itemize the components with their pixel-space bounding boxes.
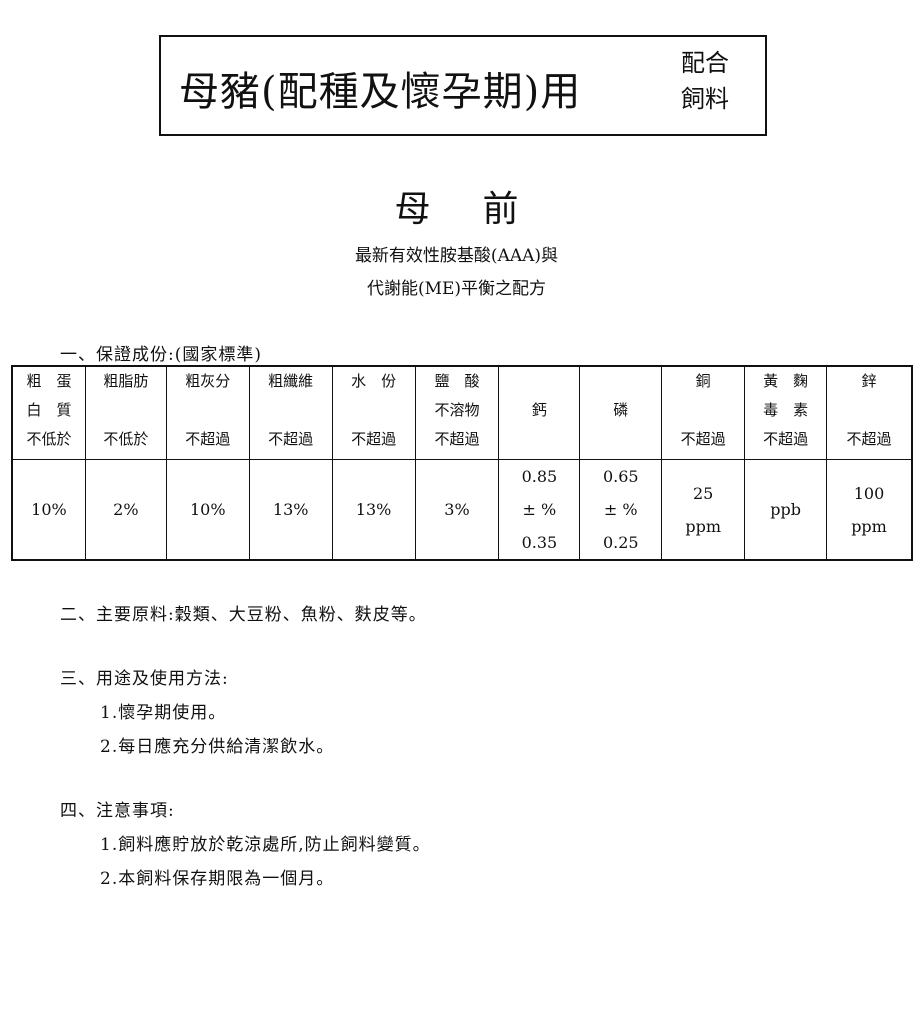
header-text: 鹽 酸 (434, 372, 480, 390)
title-box: 母豬(配種及懷孕期)用 配合 飼料 (159, 35, 767, 136)
header-text: 白 質 (26, 401, 72, 419)
header-text: 不超過 (351, 430, 397, 448)
product-type-line: 配合 (681, 49, 729, 77)
value-text: ppm (851, 516, 887, 536)
tagline-line-2: 代謝能(ME)平衡之配方 (366, 279, 547, 299)
usage-item: 2.每日應充分供給清潔飲水。 (100, 737, 335, 757)
value-cell: ppb (744, 459, 828, 561)
value-text: 0.65 (602, 467, 639, 486)
header-text: 粗脂肪 (103, 372, 149, 390)
header-text: 不超過 (680, 430, 726, 448)
header-cell: 粗纖維 不超過 (248, 365, 333, 460)
header-cell: 磷 (579, 365, 663, 460)
subtitle: 母前 (0, 180, 913, 232)
header-text (580, 367, 661, 396)
header-text: 粗 蛋 (26, 372, 72, 390)
header-text: 黃 麴 (763, 372, 809, 390)
section-usage: 三、用途及使用方法: (60, 669, 229, 689)
subtitle-char: 前 (482, 189, 519, 230)
header-text: 粗纖維 (268, 372, 314, 390)
header-text: 粗灰分 (185, 372, 231, 390)
header-text (250, 396, 332, 425)
note-item: 2.本飼料保存期限為一個月。 (100, 869, 335, 889)
value-text: 10% (31, 500, 67, 519)
value-cell: 13% (331, 459, 416, 561)
header-text (662, 396, 744, 425)
header-text: 不超過 (434, 430, 480, 448)
value-text: 2% (113, 500, 139, 519)
value-text: ± % (522, 500, 557, 519)
value-text: 10% (189, 500, 226, 519)
header-cell: 粗灰分 不超過 (165, 365, 250, 460)
value-text: 13% (355, 500, 392, 519)
value-cell: 0.85 ± % 0.35 (498, 459, 581, 561)
header-text (333, 396, 415, 425)
table-header-row: 粗 蛋白 質不低於 粗脂肪 不低於 粗灰分 不超過 粗纖維 不超過水 份不超過鹽 酸不溶物不… (11, 365, 913, 460)
header-cell: 鹽 酸不溶物 不超過 (414, 365, 500, 460)
header-text: 銅 (695, 372, 711, 390)
value-text: 0.85 (521, 467, 558, 486)
value-text: 0.25 (602, 533, 639, 552)
header-text: 不低於 (26, 430, 72, 448)
section-main-ingredients: 二、主要原料:穀類、大豆粉、魚粉、麩皮等。 (60, 605, 427, 625)
tagline-line-1: 最新有效性胺基酸(AAA)與 (354, 246, 559, 266)
header-text: 不超過 (268, 430, 314, 448)
header-text: 不低於 (103, 430, 149, 448)
value-cell: 10% (165, 459, 250, 561)
subtitle-char: 母 (394, 189, 431, 230)
header-text: 鋅 (861, 372, 877, 390)
product-title: 母豬(配種及懷孕期)用 (179, 69, 582, 115)
header-cell: 粗 蛋白 質不低於 (11, 365, 86, 460)
usage-item: 1.懷孕期使用。 (100, 703, 227, 723)
value-text: ppb (770, 500, 801, 519)
table-row: 10% 2% 10% 13% 13% 3% 0.85 ± % 0.35 0.65 ± % 0.25 25… (11, 459, 913, 561)
header-cell: 鈣 (498, 365, 581, 460)
header-text: 不超過 (185, 430, 231, 448)
value-cell: 3% (414, 459, 500, 561)
value-cell: 10% (11, 459, 86, 561)
header-text: 毒 素 (763, 401, 809, 419)
composition-table: 粗 蛋白 質不低於 粗脂肪 不低於 粗灰分 不超過 粗纖維 不超過水 份不超過鹽 酸不溶物不… (11, 365, 913, 561)
header-text (499, 425, 579, 454)
header-text (167, 396, 249, 425)
value-text: ppm (685, 516, 722, 536)
header-text: 磷 (613, 401, 629, 419)
product-type-line: 飼料 (681, 85, 729, 113)
header-cell: 水 份不超過 (331, 365, 416, 460)
value-cell: 0.65 ± % 0.25 (579, 459, 663, 561)
header-text: 不溶物 (434, 401, 480, 419)
value-text: ± % (603, 500, 638, 519)
header-text (580, 425, 661, 454)
header-cell: 銅不超過 (661, 365, 746, 460)
header-cell: 鋅不超過 (826, 365, 913, 460)
header-text (499, 367, 579, 396)
section-guaranteed-composition: 一、保證成份:(國家標準) (60, 345, 262, 365)
header-cell: 粗脂肪 不低於 (84, 365, 167, 460)
header-text (86, 396, 166, 425)
section-notes: 四、注意事項: (60, 801, 175, 821)
header-text (827, 396, 911, 425)
value-cell: 2% (84, 459, 167, 561)
value-text: 25 (693, 483, 714, 503)
header-text: 水 份 (351, 372, 397, 390)
value-text: 13% (272, 500, 309, 519)
header-text: 不超過 (846, 430, 892, 448)
value-text: 0.35 (521, 533, 558, 552)
value-text: 3% (444, 500, 470, 519)
value-cell: 13% (248, 459, 333, 561)
note-item: 1.飼料應貯放於乾涼處所,防止飼料變質。 (100, 835, 431, 855)
product-type: 配合 飼料 (681, 45, 729, 117)
header-text: 不超過 (763, 430, 809, 448)
value-cell: 100 ppm (826, 459, 913, 561)
value-text: 100 (853, 483, 885, 503)
header-text: 鈣 (531, 401, 547, 419)
header-cell: 黃 麴毒 素不超過 (744, 365, 828, 460)
value-cell: 25 ppm (661, 459, 746, 561)
